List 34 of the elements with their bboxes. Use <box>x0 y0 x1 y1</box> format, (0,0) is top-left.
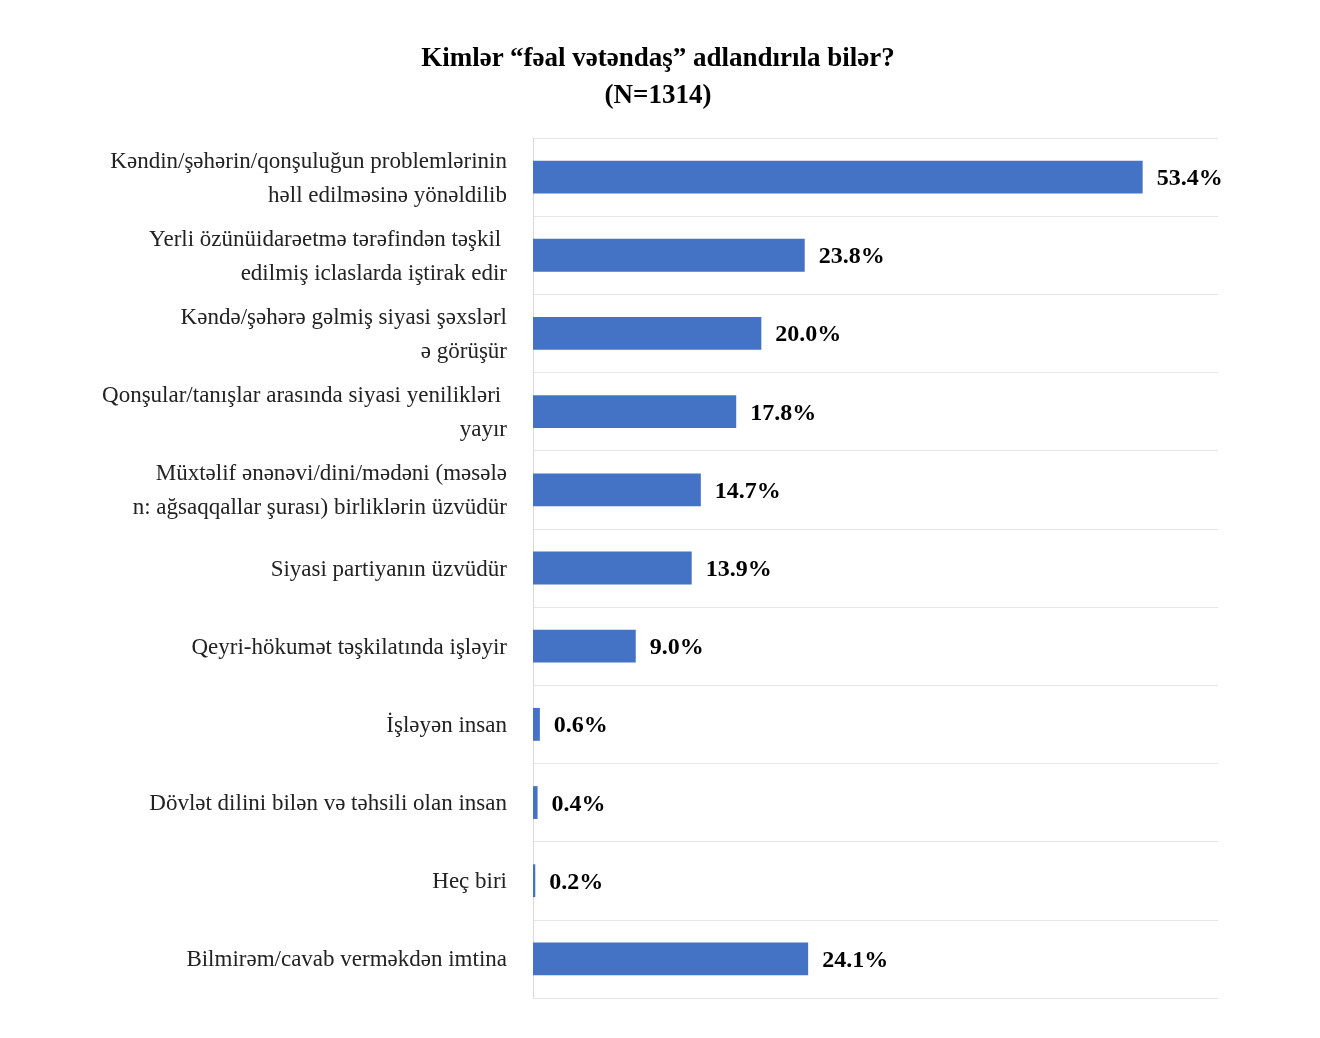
bar <box>533 707 540 741</box>
data-label: 23.8% <box>818 242 885 269</box>
data-label: 17.8% <box>750 398 817 425</box>
data-label: 0.4% <box>551 789 606 816</box>
bar <box>533 160 1143 194</box>
data-label: 13.9% <box>705 555 772 581</box>
bar <box>533 317 762 350</box>
y-tick-label: Bilmirəm/cavab verməkdən imtina <box>186 946 507 972</box>
bar <box>533 942 809 976</box>
y-tick-label: Kəndin/şəhərin/qonşuluğun problemlərinin həll edilməsinə yönəldilib <box>110 147 508 207</box>
data-label: 9.0% <box>649 633 704 660</box>
chart-title: Kimlər “fəal vətəndaş” adlandırıla bilər? <box>421 41 895 72</box>
data-label: 20.0% <box>775 320 842 347</box>
y-tick-label: Siyasi partiyanın üzvüdür <box>270 555 508 581</box>
chart-subtitle: (N=1314) <box>604 78 712 109</box>
bar <box>533 629 636 663</box>
data-label: 53.4% <box>1156 164 1223 191</box>
data-label: 24.1% <box>822 945 889 972</box>
y-tick-label: Dövlət dilini bilən və təhsili olan insan <box>149 790 508 816</box>
data-label: 0.2% <box>549 867 604 894</box>
y-tick-label: Qonşular/tanışlar arasında siyasi yenilikləri yayır <box>102 382 508 442</box>
data-label: 0.6% <box>553 711 608 738</box>
y-tick-label: Yerli özünüidarəetmə tərəfindən təşkil edilmiş iclaslarda iştirak edir <box>149 225 508 285</box>
bar <box>533 473 701 507</box>
y-tick-label: Müxtəlif ənənəvi/dini/mədəni (məsələn: ağsaqqallar şurası) birliklərin üzvüdür <box>132 460 508 520</box>
bar <box>533 551 692 585</box>
data-label: 14.7% <box>714 476 781 503</box>
y-tick-label: Heç biri <box>432 868 507 894</box>
y-tick-label: Qeyri-hökumət təşkilatında işləyir <box>191 633 508 659</box>
bar <box>533 786 538 819</box>
y-tick-label: İşləyən insan <box>386 711 508 737</box>
bar <box>533 238 805 272</box>
bar <box>533 395 737 429</box>
y-tick-label: Kəndə/şəhərə gəlmiş siyasi şəxslərlə görüşür <box>180 303 508 363</box>
